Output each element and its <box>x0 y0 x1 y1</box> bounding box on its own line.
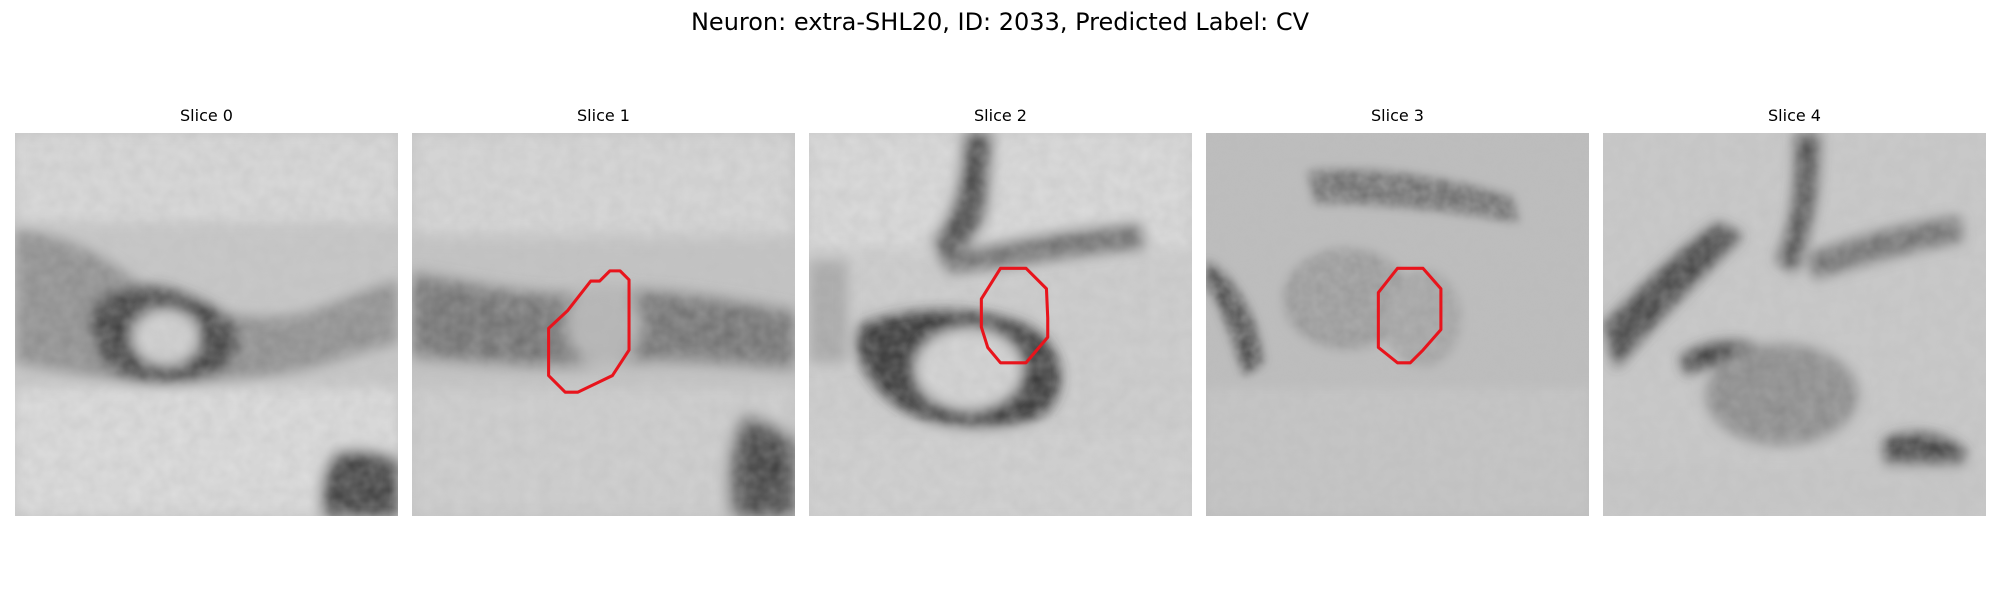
em-slice-image <box>1603 133 1986 516</box>
em-slice-image <box>1206 133 1589 516</box>
slice-title: Slice 1 <box>412 106 795 126</box>
slice-panel-4: Slice 4 <box>1603 106 1986 518</box>
slice-panel-0: Slice 0 <box>15 106 398 518</box>
slice-title: Slice 4 <box>1603 106 1986 126</box>
em-slice-image <box>809 133 1192 516</box>
slice-title: Slice 0 <box>15 106 398 126</box>
slice-panel-1: Slice 1 <box>412 106 795 518</box>
slice-panel-2: Slice 2 <box>809 106 1192 518</box>
slice-panel-3: Slice 3 <box>1206 106 1589 518</box>
em-slice-image <box>412 133 795 516</box>
em-slice-image <box>15 133 398 516</box>
slice-title: Slice 2 <box>809 106 1192 126</box>
slice-title: Slice 3 <box>1206 106 1589 126</box>
figure-title: Neuron: extra-SHL20, ID: 2033, Predicted… <box>0 6 2000 38</box>
